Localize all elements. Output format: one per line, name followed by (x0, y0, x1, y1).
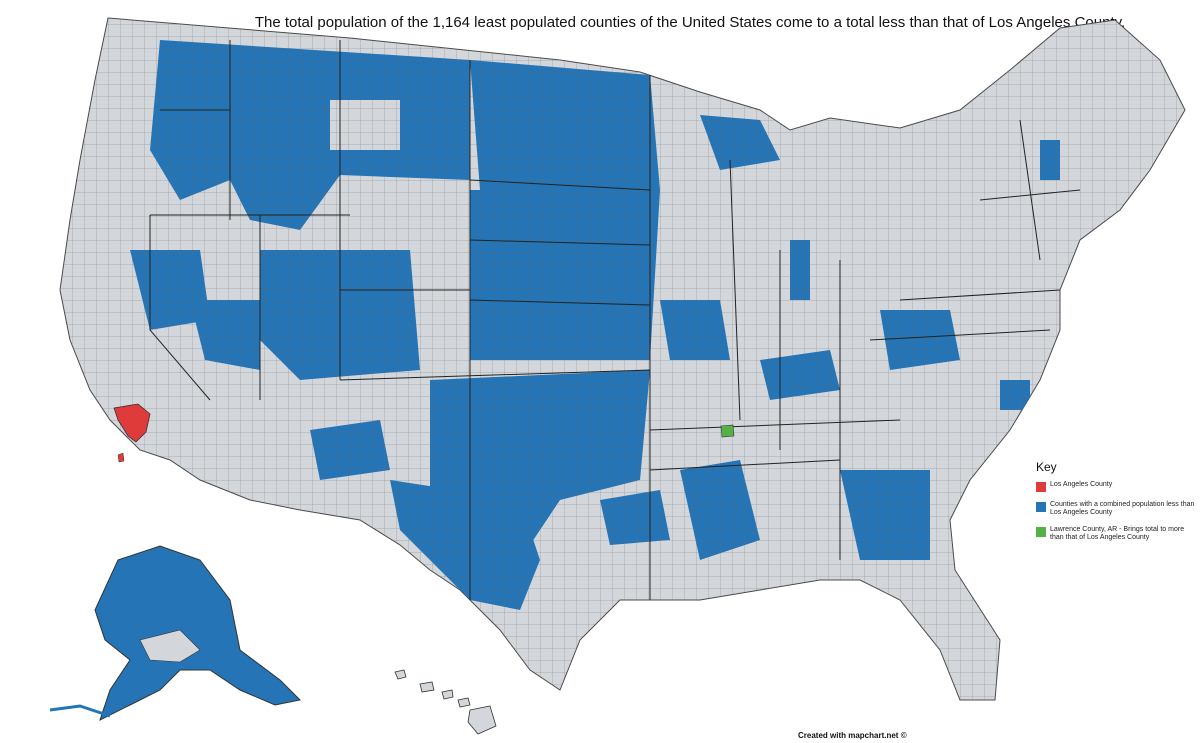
los-angeles-county (113, 403, 151, 443)
legend-swatch-blue (1036, 502, 1046, 512)
legend-item-lawrence: Lawrence County, AR - Brings total to mo… (1036, 526, 1196, 542)
state-borders (149, 40, 1081, 600)
legend-item-blue-counties: Counties with a combined population less… (1036, 501, 1196, 517)
legend-label: Counties with a combined population less… (1050, 501, 1195, 516)
legend-swatch-red (1036, 482, 1046, 492)
legend-label: Los Angeles County (1050, 481, 1113, 488)
county-borders (60, 18, 1185, 700)
map-title: The total population of the 1,164 least … (254, 14, 1126, 31)
legend-item-los-angeles: Los Angeles County (1036, 481, 1196, 492)
legend: Key Los Angeles County Counties with a c… (1036, 460, 1196, 551)
legend-title: Key (1036, 460, 1057, 474)
lawrence-county-ar (720, 424, 735, 438)
legend-swatch-green (1036, 527, 1046, 537)
hawaii (394, 669, 497, 735)
alaska (49, 545, 302, 721)
legend-label: Lawrence County, AR - Brings total to mo… (1050, 526, 1185, 541)
credit-text: Created with mapchart.net © (798, 731, 907, 740)
los-angeles-islands (117, 452, 125, 463)
